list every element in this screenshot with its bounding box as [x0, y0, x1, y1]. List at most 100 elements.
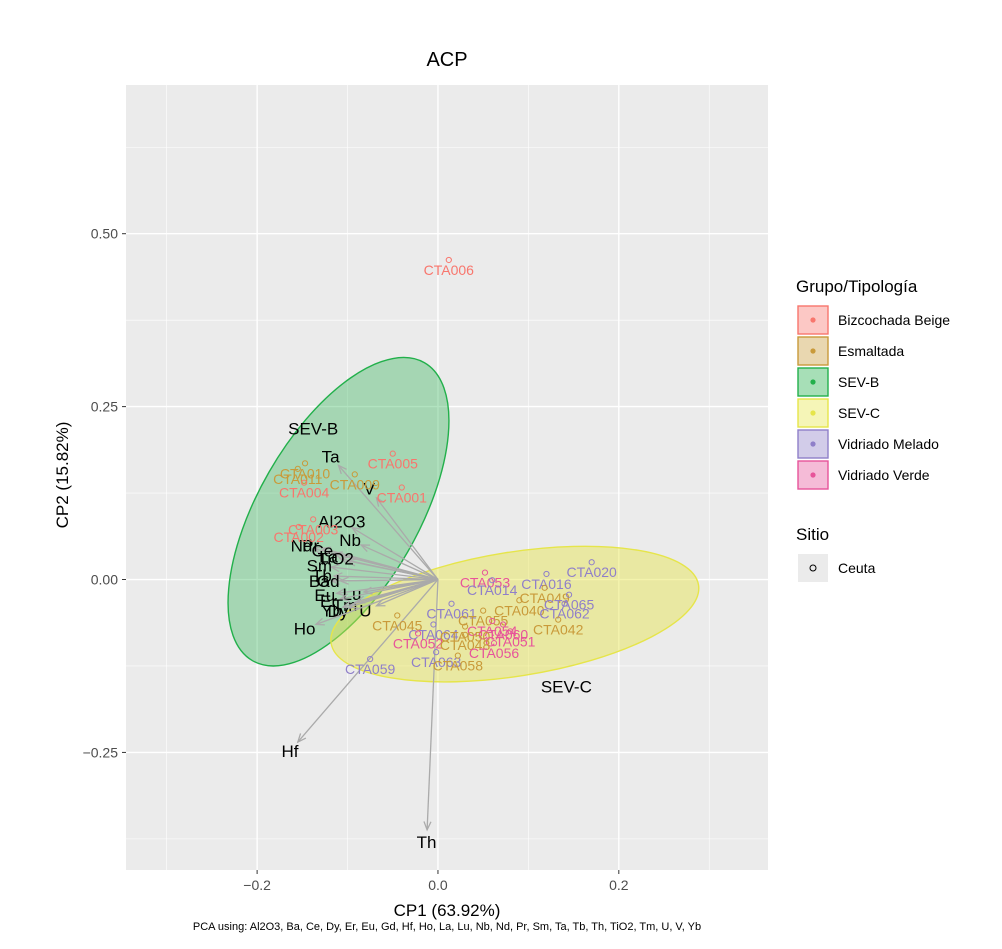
loading-arrow: [338, 464, 439, 580]
loading-label: Nb: [339, 531, 361, 550]
point-label: CTA045: [372, 617, 423, 633]
loading-label: Al2O3: [318, 512, 365, 531]
loading-arrowhead: [338, 556, 350, 565]
data-point: [499, 621, 507, 628]
loading-arrowhead: [359, 544, 371, 552]
data-point: [301, 479, 308, 486]
shape-legend-key: [798, 554, 828, 582]
data-point: [454, 652, 461, 659]
loading-label: Dy: [327, 602, 348, 621]
loading-arrow: [360, 544, 439, 581]
legend-marker: [810, 410, 816, 416]
loading-arrow: [333, 575, 438, 581]
loading-arrowhead: [374, 598, 386, 607]
point-label: CTA011: [273, 471, 322, 487]
loading-label: TiO2: [318, 549, 354, 568]
loading-arrowhead: [338, 593, 350, 602]
point-label: CTA050: [440, 629, 491, 645]
ellipse-label: SEV-B: [288, 420, 338, 439]
loading-label: La: [319, 547, 338, 566]
axis-ticks: −0.2 0.0 0.2 −0.25 0.00 0.25 0.50: [83, 226, 629, 893]
legend-marker: [810, 348, 816, 354]
shape-legend-marker: [809, 564, 817, 572]
legend-label: Vidriado Melado: [838, 436, 939, 452]
point-label: CTA016: [521, 576, 572, 592]
legend-group: Grupo/Tipología Bizcochada Beige Esmaltad…: [796, 277, 950, 582]
chart-caption: PCA using: Al2O3, Ba, Ce, Dy, Er, Eu, Gd…: [193, 921, 701, 933]
point-label: CTA001: [377, 490, 428, 506]
loading-label: Gd: [317, 572, 340, 591]
legend-marker: [810, 317, 816, 323]
loading-arrowhead: [345, 558, 357, 567]
data-point: [507, 628, 514, 635]
legend-title: Grupo/Tipología: [796, 277, 918, 296]
data-point: [294, 465, 301, 472]
loading-arrow: [331, 566, 439, 581]
ellipse-label: SEV-C: [541, 678, 592, 697]
loading-arrowhead: [329, 576, 340, 585]
y-tick-label: −0.25: [83, 744, 119, 760]
point-label: CTA010: [280, 465, 331, 481]
loading-label: Sm: [307, 557, 333, 576]
loading-arrow: [340, 578, 439, 600]
point-label: CTA055: [458, 613, 509, 629]
legend-label: Vidriado Verde: [838, 467, 930, 483]
point-label: CTA020: [567, 564, 618, 580]
loading-arrow: [347, 560, 439, 581]
data-point: [445, 256, 452, 264]
loading-arrowhead: [311, 546, 323, 555]
data-point: [367, 655, 374, 663]
data-point: [481, 569, 489, 576]
point-label: CTA049: [519, 590, 570, 606]
data-point: [490, 640, 498, 647]
grid-lines: [126, 85, 768, 870]
point-label: CTA060: [478, 626, 529, 642]
loading-label: Th: [417, 833, 437, 852]
data-point: [489, 577, 496, 584]
shape-legend-title: Sitio: [796, 525, 829, 544]
loading-label: Lu: [343, 585, 362, 604]
chart-title: ACP: [426, 49, 467, 71]
legend-marker: [810, 441, 816, 447]
plot-panel: [126, 85, 768, 870]
point-label: CTA005: [368, 456, 419, 472]
loading-arrowhead: [314, 617, 325, 626]
data-point: [541, 584, 548, 591]
x-axis-label: CP1 (63.92%): [394, 901, 501, 920]
loading-arrowhead: [335, 588, 346, 597]
loading-label: Ba: [309, 572, 330, 591]
legend-label: SEV-B: [838, 374, 879, 390]
loading-arrowhead: [341, 600, 353, 609]
loading-label: U: [359, 602, 371, 621]
loading-arrowhead: [329, 563, 341, 573]
loading-arrow: [375, 497, 439, 580]
y-axis-label: CP2 (15.82%): [53, 422, 72, 529]
loading-label: Ce: [311, 541, 333, 560]
point-label: CTA058: [433, 658, 484, 674]
point-label: CTA048: [440, 637, 491, 653]
data-point: [543, 570, 550, 578]
data-point: [565, 591, 573, 598]
y-tick-label: 0.00: [91, 572, 118, 588]
legend-key: [797, 429, 829, 459]
loading-arrow: [351, 527, 439, 581]
point-label: CTA053: [460, 575, 511, 591]
data-point: [516, 597, 523, 604]
y-tick-label: 0.50: [91, 226, 118, 242]
data-point: [394, 612, 401, 619]
loading-label: Hf: [281, 742, 298, 761]
loading-arrow: [315, 578, 439, 626]
point-label: CTA061: [426, 606, 477, 622]
loading-arrow: [426, 579, 439, 830]
point-label: CTA009: [330, 476, 381, 492]
loading-label: V: [364, 479, 376, 498]
x-tick-label: 0.2: [609, 877, 629, 893]
data-point: [414, 630, 422, 637]
point-label: CTA063: [411, 654, 462, 670]
data-point: [295, 523, 302, 531]
data-point: [489, 617, 496, 625]
point-label: CTA042: [533, 622, 584, 638]
loading-arrowhead: [332, 572, 343, 581]
